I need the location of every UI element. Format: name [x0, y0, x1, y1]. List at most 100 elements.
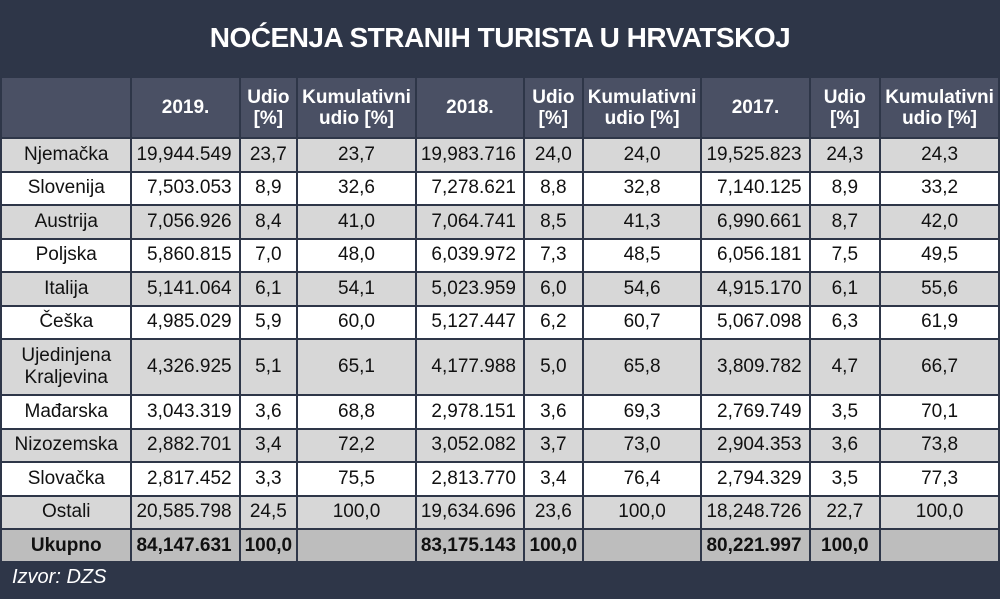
value-cell: 5,1 — [238, 338, 299, 396]
value-cell: 3,5 — [808, 461, 882, 497]
value-cell: 7,140.125 — [700, 170, 811, 206]
country-cell: Slovačka — [0, 461, 133, 497]
table-row: Austrija 7,056.926 8,4 41,0 7,064.741 8,5 41,3… — [0, 204, 1000, 240]
value-cell: 6,990.661 — [700, 204, 811, 240]
total-value-cell — [581, 528, 703, 563]
total-label-cell: Ukupno — [0, 528, 133, 563]
value-cell: 41,3 — [581, 204, 703, 240]
value-cell: 6,3 — [808, 304, 882, 340]
value-cell: 73,8 — [879, 427, 1000, 463]
total-value-cell: 83,175.143 — [414, 528, 525, 563]
table-row: Mađarska 3,043.319 3,6 68,8 2,978.151 3,6 69,3… — [0, 394, 1000, 430]
value-cell: 3,052.082 — [414, 427, 525, 463]
value-cell: 19,944.549 — [130, 137, 241, 173]
value-cell: 4,915.170 — [700, 271, 811, 307]
table-row: Slovačka 2,817.452 3,3 75,5 2,813.770 3,4 76,4… — [0, 461, 1000, 497]
country-cell: Ujedinjena Kraljevina — [0, 338, 133, 396]
value-cell: 3,6 — [808, 427, 882, 463]
value-cell: 54,1 — [296, 271, 417, 307]
value-cell: 100,0 — [296, 494, 417, 530]
value-cell: 8,9 — [238, 170, 299, 206]
country-cell: Austrija — [0, 204, 133, 240]
value-cell: 8,8 — [522, 170, 584, 206]
value-cell: 5,127.447 — [414, 304, 525, 340]
value-cell: 2,882.701 — [130, 427, 241, 463]
value-cell: 6,2 — [522, 304, 584, 340]
country-cell: Slovenija — [0, 170, 133, 206]
value-cell: 60,0 — [296, 304, 417, 340]
total-value-cell: 100,0 — [808, 528, 882, 563]
header-cell: 2019. — [130, 76, 241, 139]
header-cell: Udio [%] — [522, 76, 584, 139]
country-cell: Nizozemska — [0, 427, 133, 463]
value-cell: 23,7 — [238, 137, 299, 173]
value-cell: 41,0 — [296, 204, 417, 240]
value-cell: 3,6 — [522, 394, 584, 430]
value-cell: 19,983.716 — [414, 137, 525, 173]
value-cell: 4,177.988 — [414, 338, 525, 396]
value-cell: 49,5 — [879, 237, 1000, 273]
table-row: Ostali 20,585.798 24,5 100,0 19,634.696 23,6 1… — [0, 494, 1000, 530]
value-cell: 24,3 — [808, 137, 882, 173]
value-cell: 70,1 — [879, 394, 1000, 430]
value-cell: 2,817.452 — [130, 461, 241, 497]
value-cell: 72,2 — [296, 427, 417, 463]
value-cell: 24,0 — [581, 137, 703, 173]
value-cell: 48,0 — [296, 237, 417, 273]
total-value-cell: 100,0 — [522, 528, 584, 563]
value-cell: 65,1 — [296, 338, 417, 396]
country-cell: Njemačka — [0, 137, 133, 173]
total-value-cell: 84,147.631 — [130, 528, 241, 563]
value-cell: 7,5 — [808, 237, 882, 273]
table-row: Slovenija 7,503.053 8,9 32,6 7,278.621 8,8 32,… — [0, 170, 1000, 206]
value-cell: 5,141.064 — [130, 271, 241, 307]
value-cell: 100,0 — [879, 494, 1000, 530]
value-cell: 8,9 — [808, 170, 882, 206]
value-cell: 65,8 — [581, 338, 703, 396]
value-cell: 6,0 — [522, 271, 584, 307]
value-cell: 3,4 — [522, 461, 584, 497]
value-cell: 61,9 — [879, 304, 1000, 340]
value-cell: 7,3 — [522, 237, 584, 273]
value-cell: 5,9 — [238, 304, 299, 340]
value-cell: 7,056.926 — [130, 204, 241, 240]
value-cell: 75,5 — [296, 461, 417, 497]
value-cell: 23,6 — [522, 494, 584, 530]
chart-title: NOĆENJA STRANIH TURISTA U HRVATSKOJ — [209, 22, 791, 53]
value-cell: 20,585.798 — [130, 494, 241, 530]
value-cell: 73,0 — [581, 427, 703, 463]
value-cell: 100,0 — [581, 494, 703, 530]
value-cell: 2,813.770 — [414, 461, 525, 497]
value-cell: 76,4 — [581, 461, 703, 497]
value-cell: 55,6 — [879, 271, 1000, 307]
value-cell: 2,769.749 — [700, 394, 811, 430]
table-row: Ujedinjena Kraljevina 4,326.925 5,1 65,1 4,1… — [0, 338, 1000, 396]
value-cell: 3,5 — [808, 394, 882, 430]
value-cell: 4,985.029 — [130, 304, 241, 340]
value-cell: 32,6 — [296, 170, 417, 206]
value-cell: 6,056.181 — [700, 237, 811, 273]
value-cell: 23,7 — [296, 137, 417, 173]
value-cell: 18,248.726 — [700, 494, 811, 530]
value-cell: 2,794.329 — [700, 461, 811, 497]
country-cell: Italija — [0, 271, 133, 307]
header-cell: Kumulativni udio [%] — [581, 76, 703, 139]
total-value-cell: 100,0 — [238, 528, 299, 563]
value-cell: 2,978.151 — [414, 394, 525, 430]
value-cell: 8,7 — [808, 204, 882, 240]
country-cell: Češka — [0, 304, 133, 340]
value-cell: 54,6 — [581, 271, 703, 307]
value-cell: 69,3 — [581, 394, 703, 430]
table-row: Češka 4,985.029 5,9 60,0 5,127.447 6,2 60,7 5,0… — [0, 304, 1000, 340]
value-cell: 8,4 — [238, 204, 299, 240]
country-cell: Ostali — [0, 494, 133, 530]
header-cell: Kumulativni udio [%] — [879, 76, 1000, 139]
header-row: 2019. Udio [%] Kumulativni udio [%] 2018. Ud… — [0, 76, 1000, 139]
value-cell: 5,860.815 — [130, 237, 241, 273]
value-cell: 32,8 — [581, 170, 703, 206]
header-cell-country — [0, 76, 133, 139]
table-row: Njemačka 19,944.549 23,7 23,7 19,983.716 24,0… — [0, 137, 1000, 173]
header-cell: Udio [%] — [238, 76, 299, 139]
value-cell: 66,7 — [879, 338, 1000, 396]
